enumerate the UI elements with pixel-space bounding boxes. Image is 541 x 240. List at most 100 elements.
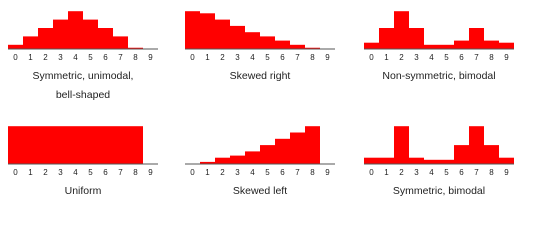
bar bbox=[230, 25, 245, 49]
x-tick-label: 6 bbox=[280, 53, 285, 62]
x-tick-label: 7 bbox=[295, 53, 300, 62]
x-tick-label: 9 bbox=[504, 53, 509, 62]
bar bbox=[260, 36, 275, 49]
bar bbox=[454, 145, 469, 164]
x-tick-label: 4 bbox=[73, 168, 78, 177]
bar bbox=[98, 28, 113, 49]
bar bbox=[23, 36, 38, 49]
x-tick-label: 0 bbox=[369, 168, 374, 177]
x-tick-label: 1 bbox=[384, 168, 389, 177]
bar bbox=[215, 157, 230, 164]
bar bbox=[424, 159, 439, 164]
bar bbox=[215, 19, 230, 49]
x-tick-label: 6 bbox=[280, 168, 285, 177]
bar bbox=[424, 44, 439, 49]
x-tick-label: 3 bbox=[414, 168, 419, 177]
x-tick-label: 7 bbox=[118, 168, 123, 177]
bar bbox=[53, 19, 68, 49]
bar bbox=[245, 151, 260, 164]
x-tick-label: 3 bbox=[414, 53, 419, 62]
bar bbox=[83, 126, 98, 164]
figure: 0 1 2 3 4 5 6 7 8 9 0 1 2 3 4 5 6 7 8 9 0 1 2 3 4 5 6 7 8 9 0 1 2 3 4 5 6 7 8 9… bbox=[8, 11, 514, 197]
caption: Skewed left bbox=[232, 185, 288, 197]
x-tick-label: 1 bbox=[205, 168, 210, 177]
x-tick-label: 8 bbox=[133, 168, 138, 177]
x-tick-label: 3 bbox=[58, 53, 63, 62]
x-tick-label: 8 bbox=[133, 53, 138, 62]
bar bbox=[23, 126, 38, 164]
bar bbox=[185, 11, 200, 49]
x-tick-label: 4 bbox=[429, 53, 434, 62]
x-tick-label: 5 bbox=[88, 168, 93, 177]
x-tick-label: 3 bbox=[235, 168, 240, 177]
x-tick-label: 2 bbox=[43, 53, 48, 62]
x-tick-label: 2 bbox=[220, 168, 225, 177]
bar bbox=[68, 11, 83, 49]
x-tick-label: 4 bbox=[250, 53, 255, 62]
bar bbox=[200, 161, 215, 164]
x-tick-label: 5 bbox=[265, 168, 270, 177]
x-tick-label: 8 bbox=[489, 168, 494, 177]
bar bbox=[305, 47, 320, 49]
bar bbox=[379, 28, 394, 49]
x-tick-label: 4 bbox=[250, 168, 255, 177]
x-tick-label: 4 bbox=[429, 168, 434, 177]
bar bbox=[290, 132, 305, 164]
x-tick-label: 6 bbox=[103, 53, 108, 62]
x-tick-label: 0 bbox=[369, 53, 374, 62]
bar bbox=[499, 42, 514, 49]
bar bbox=[275, 138, 290, 164]
bar bbox=[409, 28, 424, 49]
bar bbox=[38, 126, 53, 164]
x-tick-label: 7 bbox=[474, 168, 479, 177]
caption: Skewed right bbox=[229, 70, 291, 82]
x-tick-label: 3 bbox=[58, 168, 63, 177]
x-tick-label: 8 bbox=[489, 53, 494, 62]
x-tick-label: 1 bbox=[28, 53, 33, 62]
x-tick-label: 2 bbox=[399, 168, 404, 177]
x-tick-label: 9 bbox=[148, 168, 153, 177]
x-tick-label: 0 bbox=[13, 168, 18, 177]
bar bbox=[53, 126, 68, 164]
charts: 0 1 2 3 4 5 6 7 8 9 0 1 2 3 4 5 6 7 8 9 0 1 2 3 4 5 6 7 8 9 0 1 2 3 4 5 6 7 8 9… bbox=[8, 11, 514, 177]
bar bbox=[439, 159, 454, 164]
caption: Uniform bbox=[64, 185, 102, 197]
bar bbox=[394, 126, 409, 164]
x-tick-label: 1 bbox=[205, 53, 210, 62]
x-tick-label: 8 bbox=[310, 53, 315, 62]
bar bbox=[469, 28, 484, 49]
x-tick-label: 0 bbox=[190, 53, 195, 62]
bar bbox=[364, 42, 379, 49]
bar bbox=[499, 157, 514, 164]
bar bbox=[200, 13, 215, 50]
x-tick-label: 9 bbox=[325, 53, 330, 62]
bar bbox=[275, 40, 290, 49]
bar bbox=[290, 44, 305, 49]
bar bbox=[364, 157, 379, 164]
bar bbox=[260, 145, 275, 164]
bar bbox=[8, 44, 23, 49]
x-tick-label: 7 bbox=[118, 53, 123, 62]
bar bbox=[394, 11, 409, 49]
bar bbox=[128, 126, 143, 164]
x-tick-label: 5 bbox=[444, 168, 449, 177]
x-tick-label: 2 bbox=[43, 168, 48, 177]
bar bbox=[230, 155, 245, 164]
bar bbox=[484, 145, 499, 164]
bar bbox=[469, 126, 484, 164]
bar bbox=[128, 47, 143, 49]
caption: Symmetric, bimodal bbox=[392, 185, 486, 197]
bar bbox=[113, 126, 128, 164]
x-tick-label: 1 bbox=[28, 168, 33, 177]
bar bbox=[245, 32, 260, 49]
x-tick-label: 5 bbox=[444, 53, 449, 62]
bar bbox=[98, 126, 113, 164]
bar bbox=[113, 36, 128, 49]
bar bbox=[68, 126, 83, 164]
x-tick-label: 4 bbox=[73, 53, 78, 62]
bar bbox=[409, 157, 424, 164]
x-tick-label: 6 bbox=[459, 53, 464, 62]
caption: Symmetric, unimodal, bell-shaped bbox=[32, 70, 134, 101]
x-tick-label: 1 bbox=[384, 53, 389, 62]
x-tick-label: 7 bbox=[295, 168, 300, 177]
